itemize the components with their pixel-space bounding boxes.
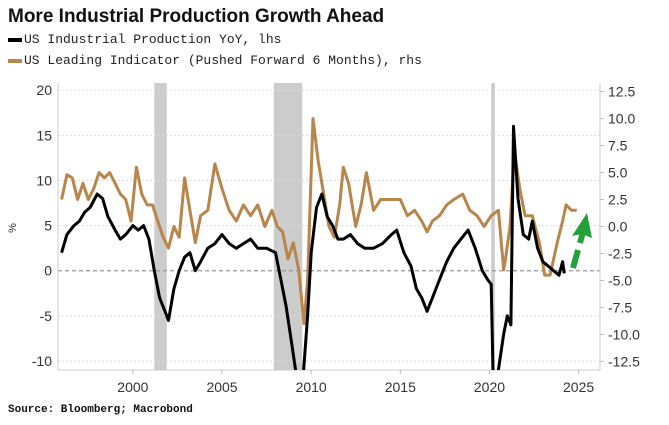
legend-item-lei: US Leading Indicator (Pushed Forward 6 M… — [8, 53, 422, 68]
series-line-lei — [60, 117, 577, 326]
y-tick-label-left: 5 — [44, 218, 52, 234]
arrow-dash — [570, 249, 581, 269]
y-tick-label-right: -5.0 — [608, 272, 632, 288]
y-tick-label-left: 15 — [36, 127, 52, 143]
x-tick-label: 2005 — [206, 379, 237, 395]
source-note: Source: Bloomberg; Macrobond — [8, 404, 193, 416]
x-tick-label: 2000 — [117, 379, 148, 395]
y-tick-label-left: -10 — [32, 353, 52, 369]
legend-swatch-lei — [8, 58, 22, 63]
chart-title: More Industrial Production Growth Ahead — [8, 6, 385, 27]
legend-label-ip: US Industrial Production YoY, lhs — [24, 32, 282, 47]
x-tick-label: 2015 — [385, 379, 416, 395]
y-tick-label-right: -2.5 — [608, 245, 632, 261]
y-tick-label-right: 0.0 — [608, 219, 628, 235]
y-tick-label-right: 5.0 — [608, 165, 628, 181]
x-tick-label: 2020 — [474, 379, 505, 395]
y-tick-label-right: 12.5 — [608, 84, 635, 100]
y-tick-label-left: 0 — [44, 263, 52, 279]
y-tick-label-right: -10.0 — [608, 326, 640, 342]
y-tick-label-left: -5 — [40, 308, 53, 324]
x-tick-label: 2025 — [563, 379, 594, 395]
y-axis-label: % — [7, 223, 19, 233]
arrow-annotation — [570, 213, 592, 269]
series-line-ip — [60, 124, 566, 370]
recession-band — [491, 83, 495, 370]
y-tick-label-right: 7.5 — [608, 138, 628, 154]
legend-item-ip: US Industrial Production YoY, lhs — [8, 32, 281, 47]
y-tick-label-left: 20 — [36, 82, 52, 98]
legend-swatch-ip — [8, 37, 22, 42]
y-tick-label-right: -7.5 — [608, 299, 632, 315]
arrow-head-icon — [572, 213, 592, 238]
y-tick-label-right: -12.5 — [608, 353, 640, 369]
y-tick-label-left: 10 — [36, 172, 52, 188]
y-tick-label-right: 10.0 — [608, 111, 635, 127]
y-tick-label-right: 2.5 — [608, 192, 628, 208]
legend-label-lei: US Leading Indicator (Pushed Forward 6 M… — [24, 53, 422, 68]
x-tick-label: 2010 — [296, 379, 327, 395]
